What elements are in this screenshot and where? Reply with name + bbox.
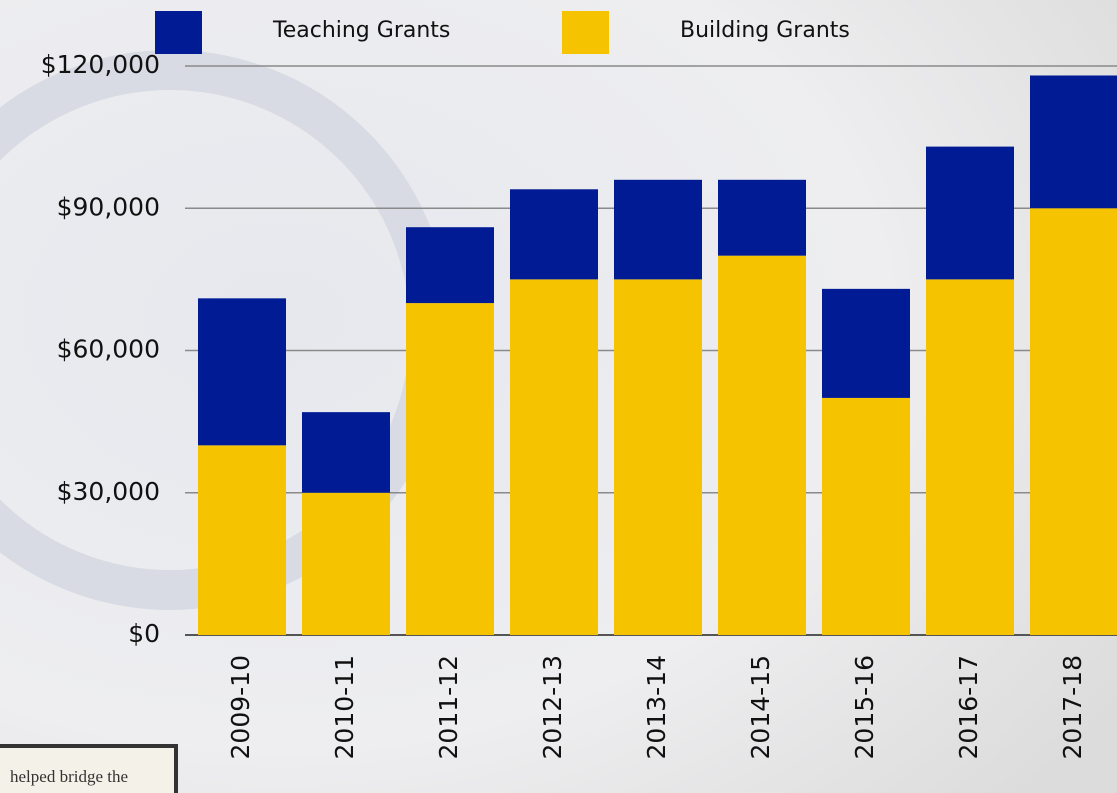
legend-label: Teaching Grants xyxy=(272,18,450,43)
bar-segment xyxy=(198,445,286,635)
x-tick-label: 2010-11 xyxy=(330,655,359,759)
legend-label: Building Grants xyxy=(680,18,850,43)
y-tick-label: $0 xyxy=(128,619,160,648)
bar-segment xyxy=(510,279,598,635)
bar-segment xyxy=(302,492,390,635)
note-text: helped bridge the xyxy=(10,767,128,786)
bar-segment xyxy=(822,288,910,398)
x-tick-label: 2016-17 xyxy=(954,655,983,759)
x-tick-label: 2013-14 xyxy=(642,655,671,759)
bar-segment xyxy=(718,179,806,256)
bar-segment xyxy=(406,303,494,635)
bar-segment xyxy=(614,279,702,635)
bar-segment xyxy=(510,189,598,280)
legend-swatch xyxy=(562,11,609,54)
bar-segment xyxy=(614,179,702,280)
bar-segment xyxy=(1030,208,1117,635)
bar-segment xyxy=(302,412,390,493)
bar-segment xyxy=(198,298,286,446)
bar-segment xyxy=(1030,75,1117,209)
y-tick-label: $120,000 xyxy=(41,50,160,79)
bar-segment xyxy=(822,397,910,635)
y-tick-label: $30,000 xyxy=(57,477,160,506)
x-tick-label: 2014-15 xyxy=(746,655,775,759)
y-tick-label: $60,000 xyxy=(57,335,160,364)
x-tick-label: 2011-12 xyxy=(434,655,463,759)
x-tick-label: 2012-13 xyxy=(538,655,567,759)
legend-swatch xyxy=(155,11,202,54)
note-box xyxy=(0,744,178,793)
x-tick-label: 2017-18 xyxy=(1058,655,1087,759)
bar-segment xyxy=(718,255,806,635)
bar-segment xyxy=(406,227,494,304)
x-tick-label: 2015-16 xyxy=(850,655,879,759)
x-tick-label: 2009-10 xyxy=(226,655,255,759)
bar-segment xyxy=(926,146,1014,280)
y-tick-label: $90,000 xyxy=(57,192,160,221)
bar-segment xyxy=(926,279,1014,635)
